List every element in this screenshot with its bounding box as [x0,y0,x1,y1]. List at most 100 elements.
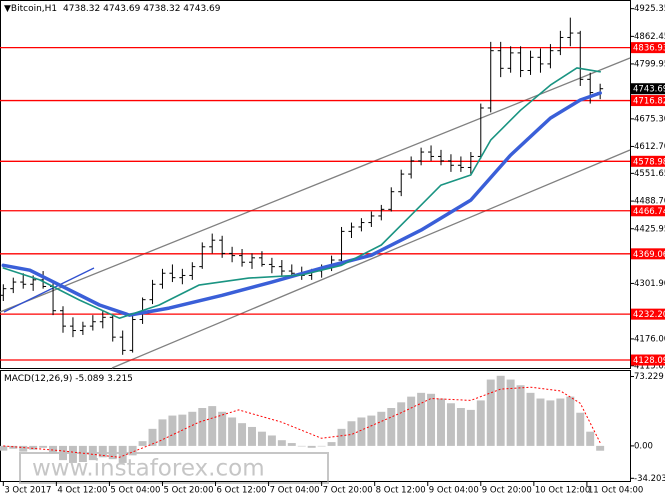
histogram-bar [208,406,217,446]
histogram-bar [427,393,436,446]
histogram-bar [19,445,28,452]
histogram-bar [128,445,137,456]
trend-line [3,267,95,313]
level-label: 4716.82 [633,97,665,107]
histogram-bar [566,396,575,446]
level-label-box [631,205,665,217]
histogram-bar [218,411,227,446]
histogram-bar [367,415,376,446]
histogram-bar [168,415,177,446]
histogram-bar [556,398,565,446]
level-label: 4466.74 [633,207,665,217]
level-label: 4128.09 [633,356,665,366]
histogram-bar [357,417,366,446]
y-tick-label: 4425.95 [634,224,665,234]
y-tick-label: 4115.05 [634,361,665,371]
histogram-bar [257,431,266,446]
histogram-bar [78,445,87,462]
y-tick-label: 4551.65 [634,169,665,179]
channel-lower [111,149,631,369]
header-high: 4743.69 [103,4,140,14]
histogram-bar [98,445,107,458]
watermark-box [19,452,329,484]
y-tick-label: 4612.70 [634,142,665,152]
histogram-bar [417,392,426,446]
x-tick-label: 11 Oct 04:00 [588,486,643,496]
histogram-bar [68,445,77,463]
y-tick-label: 4862.45 [634,32,665,42]
price-panel [0,0,631,369]
y-tick-label: 4799.95 [634,59,665,69]
histogram-bar [596,445,605,451]
histogram-bar [446,403,455,446]
histogram-bar [88,445,97,461]
histogram-bar [466,409,475,446]
signal-line [3,386,601,458]
y-tick-label: 4488.70 [634,197,665,207]
y-tick-label: 4675.30 [634,114,665,124]
histogram-bar [526,392,535,446]
histogram-bar [29,445,38,450]
histogram-bar [188,411,197,446]
histogram-bar [506,379,515,446]
histogram-bar [536,398,545,446]
chart-title: ▼Bitcoin,H1 4738.32 4743.69 4738.32 4743… [4,4,221,14]
macd-title: MACD(12,26,9) -5.089 3.215 [4,374,133,384]
macd-panel [0,370,631,482]
histogram-bar [59,445,67,461]
histogram-bar [586,431,595,446]
histogram-bar [138,441,147,446]
level-label-box [631,354,665,366]
histogram-bar [546,400,555,446]
histogram-bar [108,445,117,460]
level-label: 4369.06 [633,250,665,260]
histogram-bar [476,400,485,446]
histogram-bar [158,419,167,446]
x-tick-label: 6 Oct 12:00 [217,486,267,496]
title-icon: ▼ [4,4,11,14]
histogram-bar [437,398,445,446]
y-tick-label: -34.203 [634,474,665,484]
level-label: 4578.98 [633,157,665,167]
histogram-bar [377,411,386,446]
histogram-bar [576,412,585,446]
histogram-bar [267,435,276,446]
x-tick-label: 10 Oct 12:00 [535,486,590,496]
histogram-bar [486,379,495,446]
x-tick-label: 3 Oct 2017 [4,486,51,496]
histogram-bar [387,408,396,446]
histogram-bar [39,445,48,448]
x-tick-label: 4 Oct 12:00 [57,486,107,496]
header-low: 4738.32 [143,4,180,14]
histogram-bar [148,428,157,446]
histogram-bar [307,445,316,448]
x-tick-label: 5 Oct 04:00 [110,486,160,496]
last-price-label: 4743.69 [633,85,665,95]
histogram-bar [456,408,465,446]
histogram-bar [277,440,286,446]
x-tick-label: 7 Oct 04:00 [270,486,320,496]
histogram-bar [397,402,406,446]
signal-value: 3.215 [107,374,133,384]
y-tick-label: 73.229 [634,372,664,382]
histogram-bar [347,421,356,446]
histogram-bar [238,423,247,446]
level-label: 4836.93 [633,44,665,54]
level-label-box [631,42,665,54]
level-label-box [631,248,665,260]
histogram-bar [228,417,237,446]
symbol: Bitcoin,H1 [11,4,57,14]
macd-value: -5.089 [75,374,104,384]
histogram-bar [496,375,505,446]
histogram-bar [248,426,256,446]
x-tick-label: 9 Oct 20:00 [482,486,532,496]
x-tick-label: 5 Oct 20:00 [163,486,213,496]
y-tick-label: 0.00 [634,441,653,451]
x-tick-label: 9 Oct 04:00 [429,486,479,496]
y-tick-label: 4176.00 [634,334,665,344]
histogram-bar [198,408,207,446]
histogram-bar [287,443,296,446]
level-label: 4232.20 [633,310,665,320]
histogram-bar [0,445,8,451]
